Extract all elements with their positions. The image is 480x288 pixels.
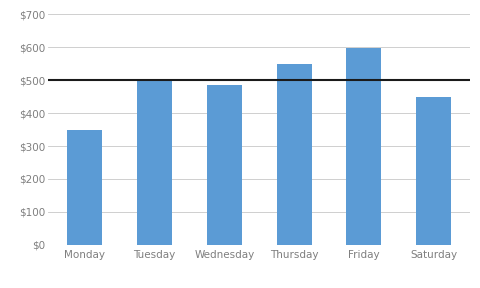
Bar xyxy=(207,85,242,245)
Bar xyxy=(276,65,312,245)
Bar xyxy=(67,130,102,245)
Bar xyxy=(347,48,382,245)
Bar xyxy=(137,79,172,245)
Bar xyxy=(416,97,451,245)
